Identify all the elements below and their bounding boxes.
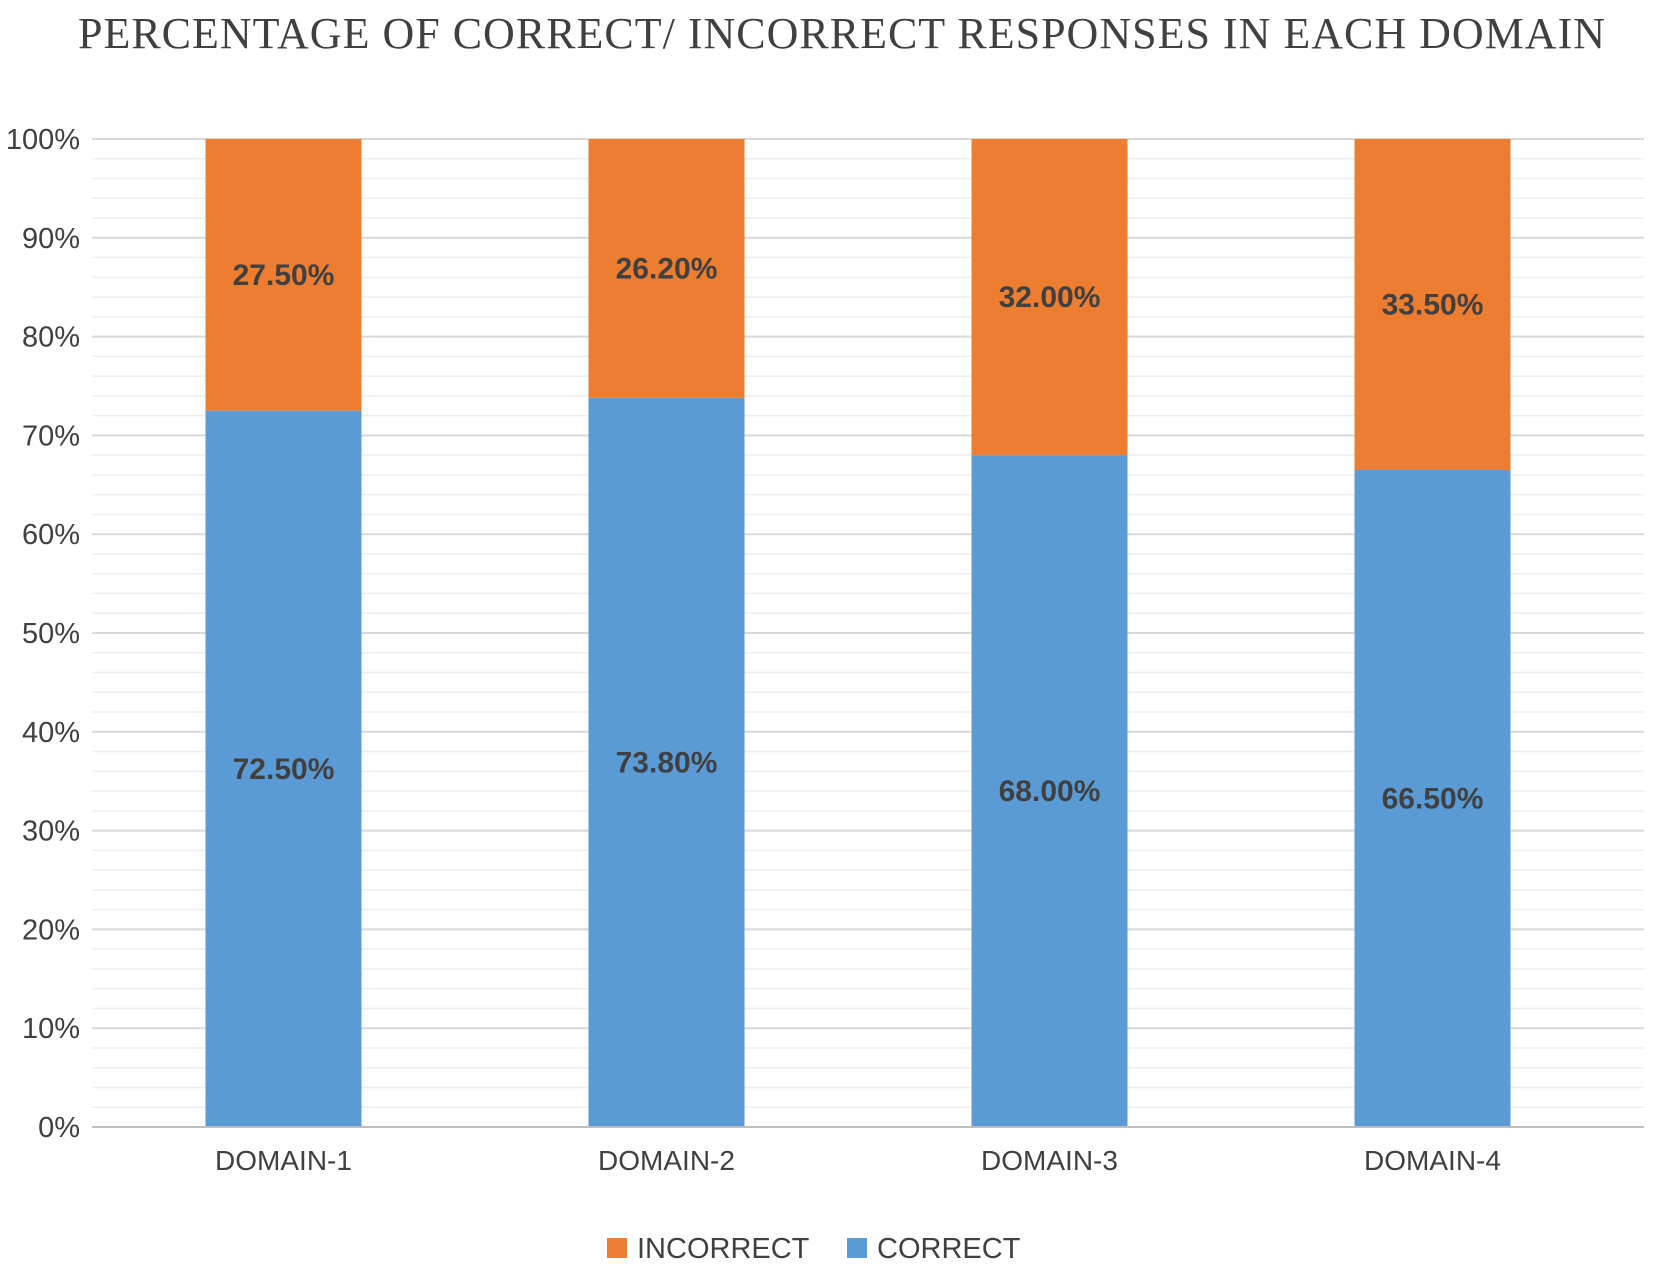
bar-correct-domain-1	[205, 410, 362, 1127]
data-labels: 72.50% 27.50% 73.80% 26.20% 68.00% 32.00% 66.5…	[233, 252, 1484, 815]
bars	[205, 139, 1511, 1128]
legend-label-incorrect: INCORRECT	[637, 1233, 810, 1265]
legend-label-correct: CORRECT	[877, 1233, 1021, 1265]
data-label: 26.20%	[616, 252, 718, 285]
bar-incorrect-domain-1	[205, 139, 362, 411]
y-tick-label: 80%	[22, 322, 80, 354]
data-label: 68.00%	[999, 775, 1101, 808]
y-tick-label: 0%	[38, 1112, 80, 1144]
legend-swatch-correct	[847, 1238, 867, 1258]
y-tick-label: 100%	[6, 124, 80, 156]
bar-correct-domain-3	[971, 455, 1128, 1127]
x-tick-label: DOMAIN-4	[1364, 1145, 1501, 1176]
data-label: 27.50%	[233, 259, 335, 292]
x-tick-label: DOMAIN-1	[215, 1145, 352, 1176]
y-tick-label: 40%	[22, 717, 80, 749]
y-tick-label: 10%	[22, 1013, 80, 1045]
y-tick-label: 20%	[22, 914, 80, 946]
bar-correct-domain-2	[588, 397, 745, 1128]
data-label: 32.00%	[999, 281, 1101, 314]
legend: INCORRECT CORRECT	[607, 1233, 1021, 1265]
data-label: 33.50%	[1382, 288, 1484, 321]
bar-incorrect-domain-4	[1354, 139, 1511, 470]
data-label: 66.50%	[1382, 782, 1484, 815]
y-tick-label: 60%	[22, 519, 80, 551]
y-tick-label: 30%	[22, 816, 80, 848]
y-tick-label: 50%	[22, 618, 80, 650]
bar-correct-domain-4	[1354, 469, 1511, 1128]
bar-incorrect-domain-3	[971, 139, 1128, 456]
x-tick-label: DOMAIN-2	[598, 1145, 735, 1176]
x-tick-label: DOMAIN-3	[981, 1145, 1118, 1176]
y-tick-label: 70%	[22, 420, 80, 452]
data-label: 72.50%	[233, 753, 335, 786]
chart-title: PERCENTAGE OF CORRECT/ INCORRECT RESPONS…	[78, 9, 1606, 58]
data-label: 73.80%	[616, 746, 718, 779]
axes: 0% 10% 20% 30% 40% 50% 60% 70% 80% 90% 100% DOMAIN-…	[6, 124, 1644, 1176]
legend-swatch-incorrect	[607, 1238, 627, 1258]
bar-incorrect-domain-2	[588, 139, 745, 398]
y-tick-label: 90%	[22, 223, 80, 255]
